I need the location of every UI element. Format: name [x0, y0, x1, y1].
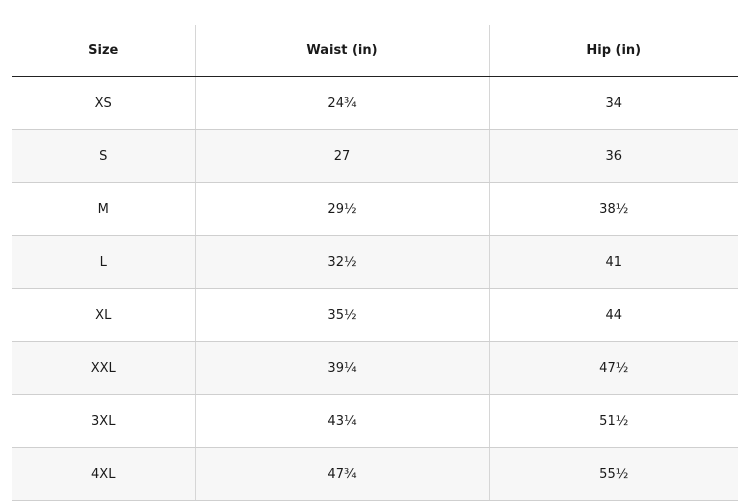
table-cell: 29½ [194, 182, 489, 236]
table-cell: 44 [488, 288, 738, 342]
table-cell: 34 [488, 76, 738, 130]
table-row: 3XL 43¼ 51½ [12, 394, 738, 448]
table-cell: M [12, 182, 195, 236]
table-row: S 27 36 [12, 129, 738, 183]
table-cell: S [12, 129, 195, 183]
table-cell: 24¾ [194, 76, 489, 130]
table-cell: 47½ [488, 341, 738, 395]
table-cell: 32½ [194, 235, 489, 289]
table-cell: XL [12, 288, 195, 342]
table-cell: 43¼ [194, 394, 489, 448]
table-row: XXL 39¼ 47½ [12, 341, 738, 395]
table-cell: 35½ [194, 288, 489, 342]
table-row: L 32½ 41 [12, 235, 738, 289]
table-body: XS 24¾ 34 S 27 36 M 29½ 38½ L 32½ 41 XL 35½ 44 XXL 39¼ 47… [12, 76, 738, 501]
table-cell: 47¾ [194, 447, 489, 501]
table-header: Size Waist (in) Hip (in) [12, 25, 738, 77]
table-cell: XXL [12, 341, 195, 395]
table-cell: 3XL [12, 394, 195, 448]
table-row: 4XL 47¾ 55½ [12, 447, 738, 501]
table-row: XL 35½ 44 [12, 288, 738, 342]
table-cell: 41 [488, 235, 738, 289]
table-cell: 55½ [488, 447, 738, 501]
table-cell: 4XL [12, 447, 195, 501]
table-cell: 51½ [488, 394, 738, 448]
header-cell: Waist (in) [194, 25, 489, 77]
header-cell: Hip (in) [488, 25, 738, 77]
table-cell: 27 [194, 129, 489, 183]
table-row: XS 24¾ 34 [12, 76, 738, 130]
table-cell: 39¼ [194, 341, 489, 395]
size-table: Size Waist (in) Hip (in) XS 24¾ 34 S 27 36 M 29½ 3… [12, 25, 738, 501]
table-row: M 29½ 38½ [12, 182, 738, 236]
table-cell: XS [12, 76, 195, 130]
table-cell: 38½ [488, 182, 738, 236]
header-row: Size Waist (in) Hip (in) [12, 25, 738, 77]
table-cell: L [12, 235, 195, 289]
header-cell: Size [12, 25, 195, 77]
table-cell: 36 [488, 129, 738, 183]
